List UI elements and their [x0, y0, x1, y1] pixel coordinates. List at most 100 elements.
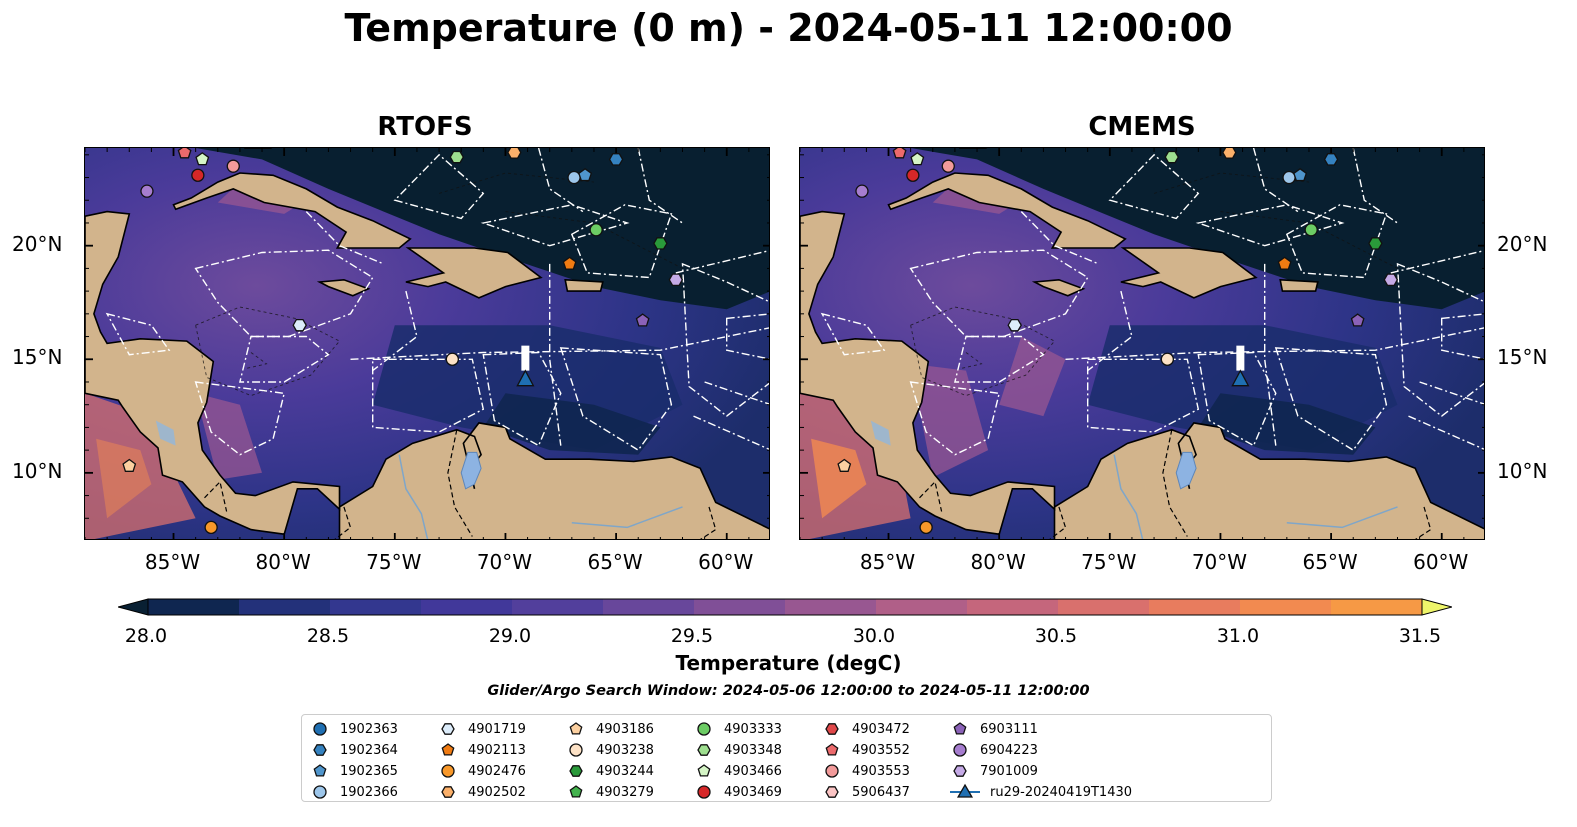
- argo-float-marker[interactable]: [507, 148, 522, 159]
- legend-label: 4903472: [852, 721, 910, 737]
- argo-float-marker[interactable]: [855, 184, 869, 198]
- country-borders: [919, 429, 1432, 539]
- argo-float-marker[interactable]: [1350, 313, 1365, 327]
- colorbar-segment: [330, 599, 422, 615]
- legend-label: 1902363: [340, 721, 398, 737]
- argo-float-marker[interactable]: [837, 458, 852, 472]
- argo-float-marker[interactable]: [1304, 223, 1318, 237]
- glider-triangle-marker[interactable]: [516, 369, 535, 387]
- legend-label: 4903348: [724, 742, 782, 758]
- legend-label: 4903186: [596, 721, 654, 737]
- legend-item: ru29-20240419T1430: [950, 782, 1132, 802]
- argo-float-marker[interactable]: [122, 458, 137, 472]
- colorbar-segment: [876, 599, 968, 615]
- legend-item: 4903469: [694, 782, 782, 802]
- legend-label: 4902113: [468, 742, 526, 758]
- argo-float-marker[interactable]: [1160, 352, 1174, 366]
- argo-float-marker[interactable]: [1323, 153, 1339, 166]
- panel-title-rtofs: RTOFS: [377, 112, 473, 142]
- circle-marker-icon: [953, 743, 967, 757]
- legend-item: 4903244: [566, 761, 654, 781]
- lake-maracaibo: [870, 420, 1197, 490]
- circle-marker-icon: [313, 722, 327, 736]
- argo-float-marker[interactable]: [1222, 148, 1237, 159]
- argo-float-marker[interactable]: [445, 352, 459, 366]
- legend-label: 4903333: [724, 721, 782, 737]
- argo-float-marker[interactable]: [1368, 237, 1383, 250]
- argo-float-marker[interactable]: [140, 184, 154, 198]
- legend-item: 5906437: [822, 782, 910, 802]
- glider-ru29[interactable]: [516, 345, 535, 387]
- argo-float-marker[interactable]: [226, 159, 240, 173]
- lat-tick-label-left: 10°N: [12, 458, 63, 483]
- temperature-map-cmems: [800, 148, 1484, 539]
- colorbar-segment: [694, 599, 786, 615]
- argo-float-marker[interactable]: [941, 159, 955, 173]
- legend-item: 1902363: [310, 719, 398, 739]
- lat-tick-label-right: 10°N: [1497, 458, 1548, 483]
- argo-float-marker[interactable]: [1007, 318, 1022, 332]
- lon-tick-label: 85°W: [859, 550, 916, 574]
- hexagon-marker-icon: [441, 786, 455, 798]
- legend-item: 4902476: [438, 761, 526, 781]
- lon-tick-label: 75°W: [1081, 550, 1137, 574]
- lon-tick-label: 60°W: [1413, 550, 1469, 574]
- atlantic-cold-region: [85, 148, 769, 310]
- hexagon-marker-icon: [953, 765, 967, 777]
- argo-float-marker[interactable]: [635, 313, 650, 327]
- glider-triangle-marker[interactable]: [1231, 369, 1250, 387]
- lon-tick-label: 80°W: [255, 550, 311, 574]
- pentagon-marker-icon: [569, 785, 583, 798]
- argo-float-marker[interactable]: [177, 148, 192, 159]
- lon-tick-label: 80°W: [970, 550, 1026, 574]
- argo-float-marker[interactable]: [906, 168, 920, 182]
- argo-float-marker[interactable]: [191, 168, 205, 182]
- map-panel-rtofs[interactable]: [84, 147, 770, 540]
- colorbar-segment: [421, 599, 513, 615]
- colorbar-segment: [239, 599, 331, 615]
- argo-float-marker[interactable]: [668, 273, 684, 287]
- argo-float-marker[interactable]: [910, 152, 925, 166]
- glider-ru29[interactable]: [1231, 345, 1250, 387]
- circle-marker-icon: [441, 764, 455, 778]
- hexagon-marker-icon: [825, 786, 839, 798]
- legend-label: 4902502: [468, 784, 526, 800]
- landmass: [800, 148, 1484, 539]
- map-panel-cmems[interactable]: [799, 147, 1485, 540]
- argo-float-marker[interactable]: [449, 150, 465, 164]
- argo-float-marker[interactable]: [292, 318, 307, 332]
- argo-float-marker[interactable]: [1383, 273, 1399, 287]
- colorbar-segment: [1058, 599, 1150, 615]
- hexagon-marker-icon: [313, 744, 327, 756]
- argo-float-marker[interactable]: [1164, 150, 1180, 164]
- pentagon-marker-icon: [569, 722, 583, 735]
- argo-float-marker[interactable]: [919, 520, 933, 535]
- argo-float-marker[interactable]: [653, 237, 668, 250]
- legend-label: 4903466: [724, 763, 782, 779]
- colorbar-segment: [1240, 599, 1332, 615]
- colorbar-segment: [967, 599, 1059, 615]
- argo-float-marker[interactable]: [562, 256, 577, 270]
- argo-float-marker[interactable]: [1293, 167, 1308, 182]
- lon-tick-label: 65°W: [1302, 550, 1358, 574]
- legend-label: 4903279: [596, 784, 654, 800]
- legend-item: 4903466: [694, 761, 782, 781]
- argo-float-marker[interactable]: [892, 148, 907, 159]
- argo-float-marker[interactable]: [195, 152, 210, 166]
- legend-item: 4903553: [822, 761, 910, 781]
- argo-float-marker[interactable]: [608, 153, 624, 166]
- colorbar: [118, 598, 1452, 616]
- argo-float-marker[interactable]: [1277, 256, 1292, 270]
- argo-float-marker[interactable]: [578, 167, 593, 182]
- legend-item: 7901009: [950, 761, 1038, 781]
- legend-item: 1902364: [310, 740, 398, 760]
- colorbar-over-arrow: [1421, 598, 1452, 616]
- argo-float-marker[interactable]: [589, 223, 603, 237]
- tick-marks: [85, 148, 769, 539]
- panel-title-cmems: CMEMS: [1088, 112, 1196, 142]
- legend-label: 7901009: [980, 763, 1038, 779]
- legend-item: 4903552: [822, 740, 910, 760]
- lon-tick-label: 70°W: [476, 550, 533, 574]
- country-borders: [204, 429, 717, 539]
- argo-float-marker[interactable]: [204, 520, 218, 535]
